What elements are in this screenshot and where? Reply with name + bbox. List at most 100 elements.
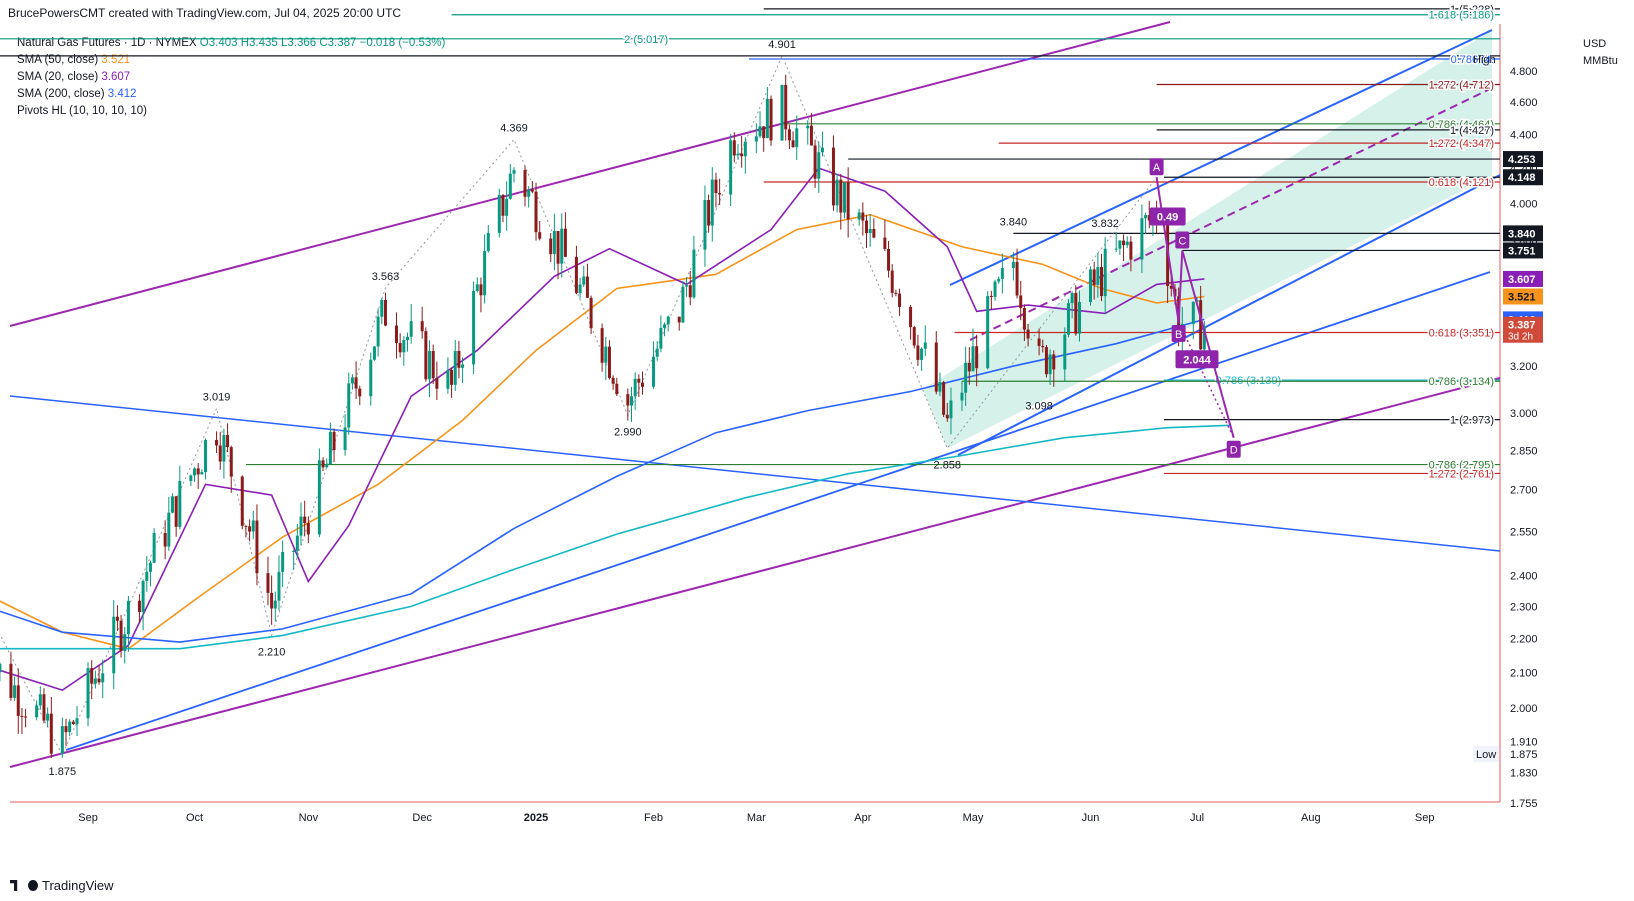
candle-body: [196, 468, 200, 475]
price-axis-tick: 4.600: [1510, 97, 1538, 109]
candle-body: [1169, 286, 1173, 289]
sma50-label: SMA (50, close): [17, 54, 99, 66]
candle-body: [835, 179, 839, 206]
candle-body: [295, 535, 299, 551]
candle-body: [332, 431, 336, 451]
candle-body: [1092, 269, 1096, 285]
candle-body: [303, 516, 307, 524]
candle-body: [372, 346, 376, 360]
fib-level-label: 1.272 (2.761): [1429, 468, 1494, 480]
candle-body: [883, 237, 887, 250]
price-axis-tick: 2.700: [1510, 485, 1538, 497]
candle-body: [868, 228, 872, 234]
fib-level-label: 0.786 (4.: [1451, 54, 1494, 66]
candle-body: [398, 342, 402, 353]
price-axis-tick: 4.800: [1510, 66, 1538, 78]
currency-label: USD: [1583, 38, 1607, 50]
legend-symbol-row[interactable]: Natural Gas Futures · 1D · NYMEX O3.403 …: [17, 35, 445, 52]
harmonic-bd-ratio-line: [1177, 321, 1235, 439]
candle-body: [857, 212, 861, 220]
candle-body: [145, 571, 149, 581]
sma50-value: 3.521: [101, 54, 131, 66]
symbol-name: Natural Gas Futures · 1D · NYMEX: [17, 37, 197, 49]
tradingview-footer[interactable]: TradingView: [10, 878, 114, 893]
candle-body: [431, 350, 435, 379]
candle-body: [839, 179, 843, 213]
candle-body: [1052, 354, 1056, 370]
candle-body: [428, 350, 432, 380]
tradingview-logo-icon: [10, 880, 18, 891]
sma200-label: SMA (200, close): [17, 88, 105, 100]
fib-level-label: 0.786 (3.134): [1429, 376, 1494, 388]
candle-body: [1103, 248, 1107, 297]
candle-body: [769, 98, 773, 141]
candle-body: [729, 140, 733, 195]
price-axis-tick: 2.400: [1510, 570, 1538, 582]
candle-body: [758, 126, 762, 137]
candle-body: [615, 383, 619, 395]
candle-body: [997, 278, 1001, 282]
candle-body: [960, 392, 964, 401]
candle-body: [817, 152, 821, 179]
legend-sma200-row[interactable]: SMA (200, close) 3.412: [17, 86, 445, 103]
time-axis-tick: Apr: [854, 812, 871, 824]
candle-body: [898, 293, 902, 307]
candle-body: [809, 125, 813, 146]
candle-body: [369, 359, 373, 397]
price-unit[interactable]: USD MMBtu: [1583, 36, 1618, 70]
harmonic-point-label: B: [1175, 329, 1182, 341]
candle-body: [523, 170, 527, 197]
fib-level-label: 0.786 (2.795): [1429, 460, 1494, 472]
candle-body: [409, 321, 413, 337]
price-axis-tag: [1503, 288, 1543, 305]
candle-body: [167, 512, 171, 547]
harmonic-ratio-label: 2.044: [1183, 354, 1211, 366]
candle-body: [560, 228, 564, 264]
price-axis-tag: [1503, 242, 1543, 259]
fib-level-label: 1 (4.427): [1450, 125, 1494, 137]
legend-sma20-row[interactable]: SMA (20, close) 3.607: [17, 69, 445, 86]
candle-body: [325, 464, 329, 468]
candle-body: [945, 414, 949, 419]
candle-body: [934, 342, 938, 392]
candle-body: [420, 321, 424, 332]
candle-body: [35, 705, 39, 718]
candle-body: [248, 526, 252, 532]
candle-body: [1191, 301, 1195, 324]
tradingview-brand: TradingView: [42, 878, 114, 893]
candle-body: [170, 496, 174, 513]
candle-body: [486, 232, 490, 252]
time-axis-tick: Dec: [412, 812, 432, 824]
candle-body: [714, 179, 718, 194]
price-axis-tick: 1.910: [1510, 737, 1538, 749]
candle-body: [148, 562, 152, 572]
candle-body: [383, 299, 387, 326]
candle-body: [328, 431, 332, 465]
candle-body: [1066, 303, 1070, 335]
time-axis-tick: Feb: [644, 812, 663, 824]
pivot-label: 1.875: [49, 766, 77, 778]
candle-body: [677, 316, 681, 323]
candle-body: [424, 331, 428, 380]
candle-body: [666, 316, 670, 325]
candle-body: [707, 199, 711, 226]
candle-body: [652, 356, 656, 387]
candle-body: [163, 532, 167, 547]
fib-level-label: 1 (2.973): [1450, 415, 1494, 427]
candle-body: [629, 396, 633, 406]
candle-body: [126, 600, 130, 635]
candle-body: [861, 212, 865, 221]
candle-body: [435, 378, 439, 389]
pivot-label: 3.832: [1091, 218, 1119, 230]
legend-pivots-row[interactable]: Pivots HL (10, 10, 10, 10): [17, 103, 445, 120]
price-axis-tick: 4.000: [1510, 199, 1538, 211]
harmonic-cd-line: [1181, 250, 1235, 438]
legend-sma50-row[interactable]: SMA (50, close) 3.521: [17, 52, 445, 69]
time-axis-tick: Nov: [299, 812, 319, 824]
fib-level-label: 0.786 (4.464): [1429, 119, 1494, 131]
pivot-label: 3.840: [1000, 216, 1028, 228]
candle-body: [1122, 240, 1126, 246]
candle-body: [90, 668, 94, 684]
price-axis-tick: 3.200: [1510, 361, 1538, 373]
